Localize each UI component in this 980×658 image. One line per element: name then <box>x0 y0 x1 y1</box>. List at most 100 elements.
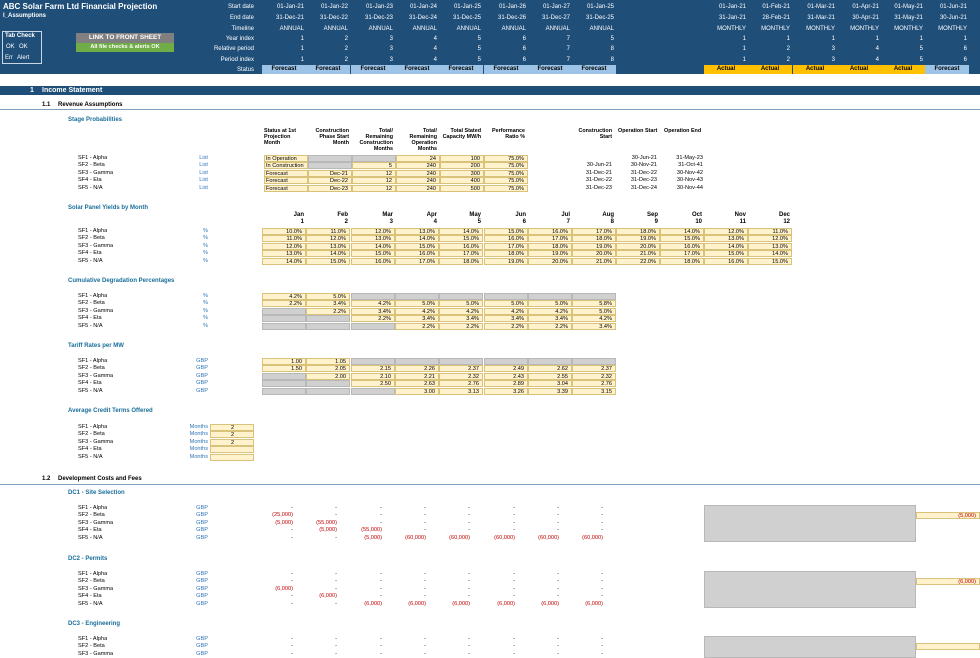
tariff-cell[interactable]: 2.05 <box>306 365 350 373</box>
yield-cell[interactable]: 22.0% <box>616 257 660 265</box>
degradation-cell[interactable]: 4.2% <box>351 300 395 308</box>
degradation-cell[interactable]: 3.4% <box>572 322 616 330</box>
yield-cell[interactable]: 20.0% <box>572 250 616 258</box>
degradation-cell[interactable]: 4.2% <box>528 307 572 315</box>
yield-cell[interactable]: 13.0% <box>351 235 395 243</box>
degradation-cell[interactable]: 5.0% <box>439 300 483 308</box>
yield-cell[interactable]: 18.0% <box>660 257 704 265</box>
stage-cell[interactable]: 75.0% <box>484 184 528 192</box>
tariff-cell[interactable]: 2.26 <box>395 365 439 373</box>
tariff-cell[interactable]: 2.21 <box>395 372 439 380</box>
yield-cell[interactable]: 15.0% <box>351 250 395 258</box>
link-to-front-sheet-button[interactable]: LINK TO FRONT SHEET <box>76 33 174 43</box>
yield-cell[interactable]: 21.0% <box>616 250 660 258</box>
yield-cell[interactable]: 12.0% <box>704 228 748 235</box>
degradation-cell[interactable]: 5.0% <box>572 307 616 315</box>
stage-cell[interactable]: Forecast <box>264 177 308 185</box>
yield-cell[interactable]: 16.0% <box>660 242 704 250</box>
yield-cell[interactable]: 20.0% <box>616 242 660 250</box>
tariff-cell[interactable]: 2.62 <box>528 365 572 373</box>
tariff-cell[interactable]: 2.32 <box>572 372 616 380</box>
yield-cell[interactable]: 14.0% <box>704 242 748 250</box>
stage-cell[interactable] <box>352 155 396 162</box>
yield-cell[interactable]: 11.0% <box>748 228 792 235</box>
tariff-cell[interactable]: 3.13 <box>439 387 483 395</box>
stage-cell[interactable]: 240 <box>396 184 440 192</box>
yield-cell[interactable]: 17.0% <box>484 242 528 250</box>
yield-cell[interactable]: 21.0% <box>572 257 616 265</box>
yield-cell[interactable]: 14.0% <box>395 235 439 243</box>
stage-cell[interactable]: 240 <box>396 177 440 185</box>
stage-cell[interactable]: 12 <box>352 184 396 192</box>
yield-cell[interactable]: 17.0% <box>439 250 483 258</box>
yield-cell[interactable]: 18.0% <box>572 235 616 243</box>
yield-cell[interactable]: 15.0% <box>395 242 439 250</box>
tariff-cell[interactable]: 2.15 <box>351 365 395 373</box>
degradation-cell[interactable]: 5.8% <box>572 300 616 308</box>
monthly-input-cell[interactable]: (5,000) <box>916 512 980 520</box>
stage-cell[interactable]: 200 <box>440 162 484 170</box>
yield-cell[interactable]: 17.0% <box>528 235 572 243</box>
degradation-cell[interactable]: 5.0% <box>484 300 528 308</box>
yield-cell[interactable]: 16.0% <box>439 242 483 250</box>
yield-cell[interactable]: 16.0% <box>528 228 572 235</box>
stage-cell[interactable]: 75.0% <box>484 177 528 185</box>
credit-cell[interactable] <box>210 453 254 461</box>
yield-cell[interactable]: 12.0% <box>262 242 306 250</box>
yield-cell[interactable]: 11.0% <box>306 228 350 235</box>
tariff-cell[interactable]: 1.50 <box>262 365 306 373</box>
stage-cell[interactable]: In Operation <box>264 155 308 162</box>
degradation-cell[interactable]: 3.4% <box>484 315 528 323</box>
degradation-cell[interactable]: 4.2% <box>484 307 528 315</box>
tariff-cell[interactable]: 1.05 <box>306 358 350 365</box>
tariff-cell[interactable]: 2.63 <box>395 380 439 388</box>
credit-cell[interactable]: 2 <box>210 424 254 431</box>
tariff-cell[interactable]: 2.32 <box>439 372 483 380</box>
degradation-cell[interactable]: 3.4% <box>528 315 572 323</box>
degradation-cell[interactable]: 3.4% <box>439 315 483 323</box>
stage-cell[interactable]: 5 <box>352 162 396 170</box>
stage-cell[interactable]: 500 <box>440 184 484 192</box>
yield-cell[interactable]: 13.0% <box>704 235 748 243</box>
yield-cell[interactable]: 14.0% <box>748 250 792 258</box>
stage-cell[interactable] <box>308 155 352 162</box>
degradation-cell[interactable]: 4.2% <box>439 307 483 315</box>
yield-cell[interactable]: 16.0% <box>704 257 748 265</box>
degradation-cell[interactable]: 5.0% <box>395 300 439 308</box>
yield-cell[interactable]: 13.0% <box>306 242 350 250</box>
stage-cell[interactable]: In Construction <box>264 162 308 170</box>
tariff-cell[interactable]: 3.15 <box>572 387 616 395</box>
degradation-cell[interactable]: 2.2% <box>306 307 350 315</box>
yield-cell[interactable]: 14.0% <box>351 242 395 250</box>
degradation-cell[interactable]: 5.0% <box>306 293 350 300</box>
degradation-cell[interactable]: 4.2% <box>395 307 439 315</box>
tariff-cell[interactable]: 3.26 <box>484 387 528 395</box>
yield-cell[interactable]: 13.0% <box>395 228 439 235</box>
yield-cell[interactable]: 14.0% <box>306 250 350 258</box>
yield-cell[interactable]: 18.0% <box>616 228 660 235</box>
yield-cell[interactable]: 19.0% <box>484 257 528 265</box>
tariff-cell[interactable]: 1.00 <box>262 358 306 365</box>
degradation-cell[interactable]: 2.2% <box>439 322 483 330</box>
tariff-cell[interactable]: 3.04 <box>528 380 572 388</box>
credit-cell[interactable]: 2 <box>210 438 254 446</box>
yield-cell[interactable]: 18.0% <box>528 242 572 250</box>
yield-cell[interactable]: 17.0% <box>660 250 704 258</box>
tariff-cell[interactable]: 2.89 <box>484 380 528 388</box>
yield-cell[interactable]: 15.0% <box>306 257 350 265</box>
yield-cell[interactable]: 14.0% <box>660 228 704 235</box>
yield-cell[interactable]: 17.0% <box>572 228 616 235</box>
stage-cell[interactable]: 240 <box>396 162 440 170</box>
tariff-cell[interactable]: 2.76 <box>439 380 483 388</box>
tariff-cell[interactable]: 2.00 <box>306 372 350 380</box>
degradation-cell[interactable]: 2.2% <box>528 322 572 330</box>
stage-cell[interactable]: 12 <box>352 169 396 177</box>
stage-cell[interactable]: Forecast <box>264 184 308 192</box>
tariff-cell[interactable]: 3.00 <box>395 387 439 395</box>
degradation-cell[interactable]: 3.4% <box>395 315 439 323</box>
yield-cell[interactable]: 19.0% <box>528 250 572 258</box>
degradation-cell[interactable]: 2.2% <box>262 300 306 308</box>
yield-cell[interactable]: 12.0% <box>351 228 395 235</box>
stage-cell[interactable]: 75.0% <box>484 155 528 162</box>
yield-cell[interactable]: 12.0% <box>748 235 792 243</box>
